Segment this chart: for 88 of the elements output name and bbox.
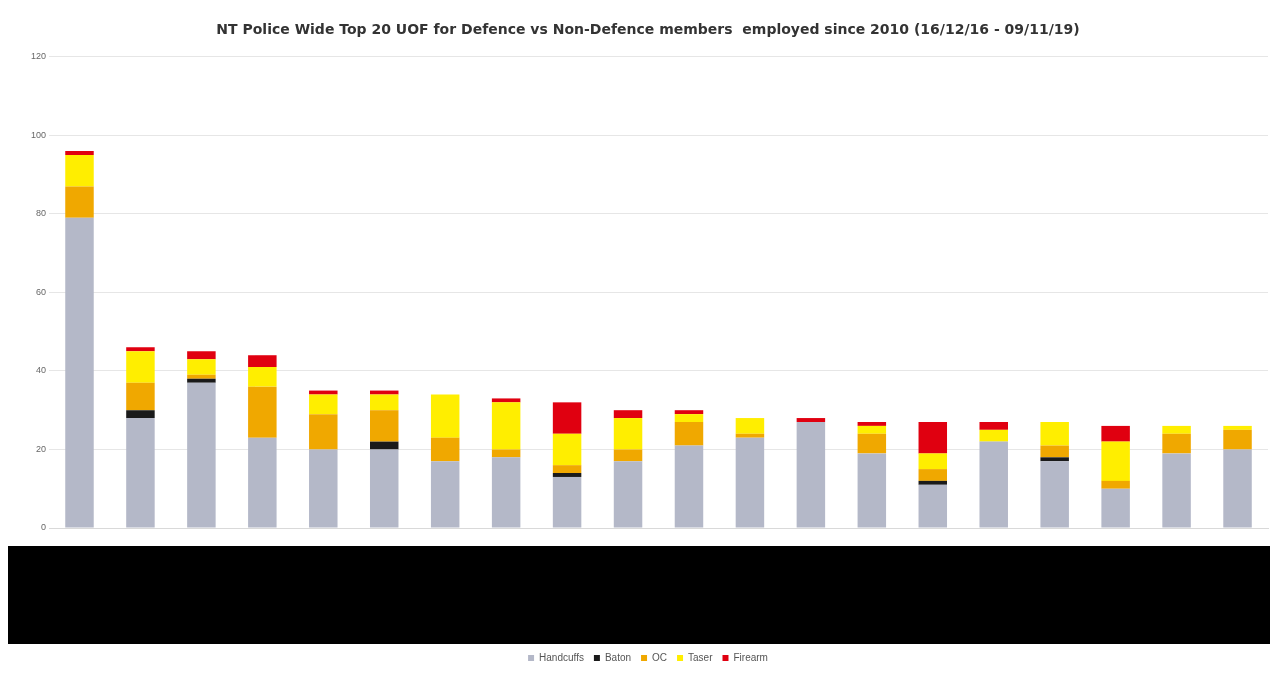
legend-label: Baton	[604, 651, 632, 663]
bar	[65, 186, 94, 218]
bar	[1101, 425, 1130, 442]
bar	[979, 441, 1008, 528]
bar	[430, 394, 460, 438]
bar	[187, 359, 216, 375]
bar	[187, 374, 216, 379]
y-tick-label: 100	[30, 129, 47, 140]
y-tick-label: 0	[41, 522, 47, 533]
bar	[1223, 449, 1252, 528]
bar	[674, 414, 704, 422]
y-tick-label: 60	[36, 286, 47, 297]
bar	[65, 154, 94, 187]
bar	[1162, 433, 1191, 454]
bar	[918, 421, 948, 454]
bar	[857, 453, 887, 528]
bar	[1101, 488, 1130, 528]
legend-label: Taser	[688, 651, 714, 663]
bar	[796, 421, 826, 528]
bar	[552, 433, 582, 466]
y-tick-label: 40	[36, 365, 47, 376]
legend-label: Handcuffs	[539, 651, 584, 663]
bar	[187, 351, 216, 360]
bar	[248, 367, 277, 387]
y-tick-label: 20	[36, 443, 47, 454]
bar	[248, 437, 277, 528]
bar	[187, 378, 216, 383]
bar	[796, 418, 826, 422]
bar	[674, 445, 704, 528]
bar	[369, 410, 399, 442]
bar	[918, 480, 948, 485]
bar	[126, 351, 155, 383]
legend-label: Firearm	[733, 651, 768, 663]
bar	[857, 421, 887, 426]
bar	[1101, 441, 1130, 481]
bar	[65, 217, 94, 528]
bar	[369, 394, 399, 411]
bar	[918, 453, 948, 470]
bar	[613, 461, 643, 528]
bar	[735, 437, 765, 528]
bar	[552, 476, 582, 528]
bar	[430, 437, 460, 462]
bar	[552, 473, 582, 477]
bar	[248, 355, 277, 368]
bar	[1162, 425, 1191, 434]
bar	[491, 449, 521, 458]
bar	[187, 382, 216, 528]
bar	[1223, 425, 1252, 430]
bar	[857, 425, 887, 434]
bar	[1101, 480, 1130, 489]
bar	[735, 433, 765, 438]
bar	[126, 418, 155, 528]
bar	[1040, 457, 1069, 462]
bar	[309, 414, 338, 450]
bar	[552, 402, 582, 434]
bar	[248, 386, 277, 438]
bar	[65, 151, 94, 155]
bar	[979, 421, 1008, 430]
bar	[491, 398, 521, 403]
bar	[309, 394, 338, 415]
bar	[126, 382, 155, 411]
y-tick-label: 120	[30, 51, 47, 62]
bar	[613, 449, 643, 462]
chart-title: NT Police Wide Top 20 UOF for Defence vs Non-Defence members employed since 2010 (16/12/16 - 09/11/19)	[216, 21, 1080, 38]
bar	[979, 429, 1008, 442]
bar	[613, 418, 643, 450]
bar	[1040, 461, 1069, 528]
bar	[126, 410, 155, 419]
bar	[126, 347, 155, 352]
bar	[1162, 453, 1191, 528]
bar	[309, 449, 338, 528]
bar	[918, 469, 948, 481]
bar	[613, 410, 643, 419]
legend-label: OC	[652, 651, 668, 663]
bar	[1040, 421, 1069, 446]
bar	[430, 461, 460, 528]
bar	[491, 402, 521, 450]
bar	[674, 410, 704, 415]
bar	[1040, 445, 1069, 458]
bar	[491, 457, 521, 528]
y-tick-label: 80	[36, 208, 47, 219]
bar	[918, 484, 948, 528]
bar	[674, 421, 704, 446]
bar	[735, 418, 765, 434]
bar	[369, 449, 399, 528]
bar	[857, 433, 887, 454]
bar	[552, 465, 582, 474]
bar	[1223, 429, 1252, 450]
